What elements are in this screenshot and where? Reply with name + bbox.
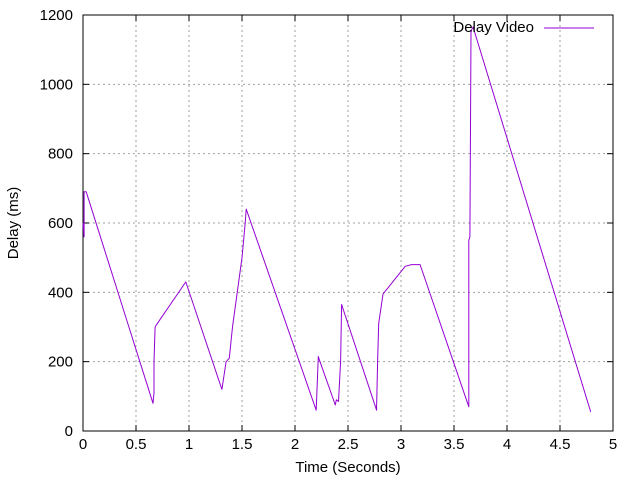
grid-layer <box>83 15 613 431</box>
x-tick-label: 2.5 <box>338 436 359 453</box>
y-tick-label: 400 <box>48 284 73 301</box>
x-tick-label: 3.5 <box>444 436 465 453</box>
y-tick-label: 200 <box>48 354 73 371</box>
tick-labels: 0 0.5 1 1.5 2 2.5 3 3.5 4 4.5 5 0 200 400 600 800 1000 12… <box>40 7 618 453</box>
tick-layer <box>82 14 614 432</box>
x-axis-label: Time (Seconds) <box>295 459 400 476</box>
x-tick-label: 2 <box>291 436 299 453</box>
y-axis-label: Delay (ms) <box>5 187 22 260</box>
legend-label-delay-video: Delay Video <box>453 19 534 36</box>
x-tick-label: 1 <box>185 436 193 453</box>
series-layer <box>82 26 592 413</box>
legend: Delay Video <box>453 19 594 36</box>
y-tick-label: 800 <box>48 146 73 163</box>
y-tick-label: 600 <box>48 215 73 232</box>
series-line-delay-video <box>82 26 592 413</box>
x-tick-label: 4 <box>503 436 511 453</box>
y-tick-label: 1000 <box>40 76 73 93</box>
x-tick-label: 0.5 <box>126 436 147 453</box>
x-tick-label: 0 <box>79 436 87 453</box>
x-tick-label: 1.5 <box>232 436 253 453</box>
x-tick-label: 5 <box>609 436 617 453</box>
x-tick-label: 4.5 <box>550 436 571 453</box>
x-tick-label: 3 <box>397 436 405 453</box>
y-tick-label: 1200 <box>40 7 73 24</box>
y-tick-label: 0 <box>65 423 73 440</box>
